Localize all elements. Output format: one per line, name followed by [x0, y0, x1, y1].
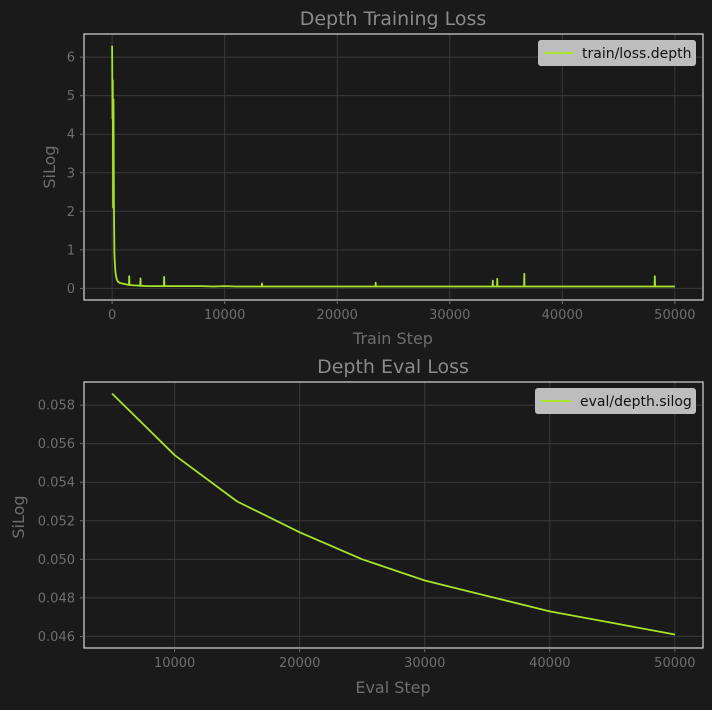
- legend-label: eval/depth.silog: [580, 394, 692, 410]
- y-ticks: 0.046 0.048 0.050 0.052 0.054 0.056 0.058: [38, 399, 84, 645]
- y-tick-label: 6: [67, 51, 75, 66]
- y-tick-label: 4: [67, 128, 75, 143]
- x-tick-label: 50000: [654, 308, 695, 323]
- x-tick-label: 30000: [429, 308, 470, 323]
- y-axis-label: SiLog: [9, 495, 28, 538]
- y-tick-label: 0.050: [38, 553, 75, 568]
- y-tick-label: 1: [67, 243, 75, 258]
- y-tick-label: 0: [67, 282, 75, 297]
- legend-box: [538, 40, 696, 66]
- x-tick-label: 20000: [279, 656, 320, 671]
- series-line: [111, 45, 675, 288]
- x-tick-label: 40000: [542, 308, 583, 323]
- y-tick-label: 0.046: [38, 630, 75, 645]
- x-tick-label: 10000: [154, 656, 195, 671]
- axes-area: [84, 382, 703, 648]
- y-tick-label: 0.056: [38, 437, 75, 452]
- x-tick-label: 20000: [317, 308, 358, 323]
- legend-box: [535, 388, 696, 414]
- grid: [84, 34, 703, 300]
- chart-title: Depth Training Loss: [300, 8, 487, 30]
- x-axis-label: Eval Step: [355, 678, 430, 697]
- y-tick-label: 0.052: [38, 514, 75, 529]
- axes-area: [84, 34, 703, 300]
- x-ticks: 0 10000 20000 30000 40000 50000: [108, 300, 696, 323]
- y-tick-label: 2: [67, 205, 75, 220]
- legend: train/loss.depth: [538, 40, 696, 66]
- x-tick-label: 30000: [404, 656, 445, 671]
- legend: eval/depth.silog: [535, 388, 696, 414]
- chart-title: Depth Eval Loss: [317, 356, 469, 378]
- x-ticks: 10000 20000 30000 40000 50000: [154, 648, 696, 671]
- y-tick-label: 5: [67, 89, 75, 104]
- grid: [84, 382, 703, 648]
- y-tick-label: 0.054: [38, 476, 75, 491]
- axes-frame: [83, 33, 704, 301]
- x-tick-label: 10000: [204, 308, 245, 323]
- x-tick-label: 0: [108, 308, 116, 323]
- series-layer: [111, 45, 675, 288]
- chart-training-loss: 0 10000 20000 30000 40000 50000 0 1 2 3 4 5 6 Depth…: [40, 8, 704, 348]
- y-ticks: 0 1 2 3 4 5 6: [67, 51, 84, 297]
- series-layer: [111, 392, 676, 636]
- legend-label: train/loss.depth: [582, 46, 692, 62]
- axes-frame: [83, 381, 704, 649]
- y-tick-label: 0.058: [38, 399, 75, 414]
- x-axis-label: Train Step: [352, 329, 433, 348]
- x-tick-label: 50000: [654, 656, 695, 671]
- y-tick-label: 3: [67, 166, 75, 181]
- chart-eval-loss: 10000 20000 30000 40000 50000 0.046 0.048 0.05…: [9, 356, 704, 697]
- y-tick-label: 0.048: [38, 591, 75, 606]
- series-line: [111, 392, 676, 636]
- y-axis-label: SiLog: [40, 145, 59, 188]
- x-tick-label: 40000: [529, 656, 570, 671]
